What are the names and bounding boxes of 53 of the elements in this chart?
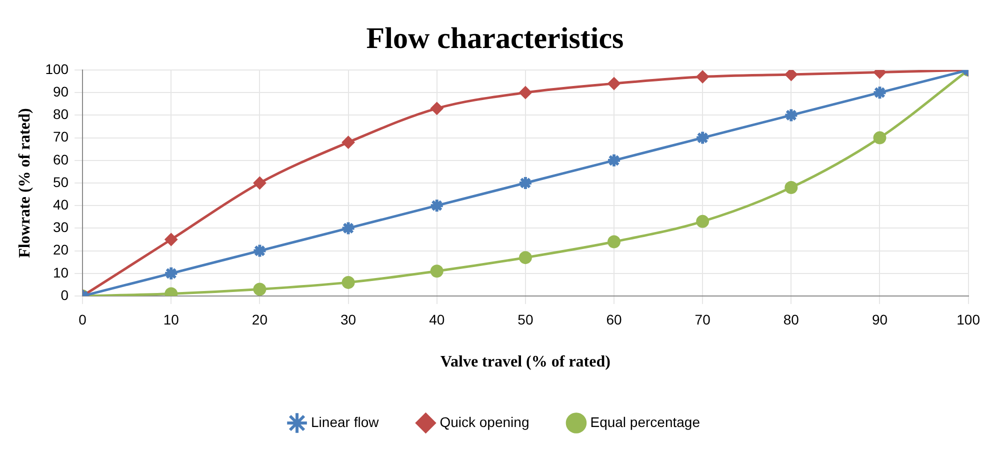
x-tick-label: 100 <box>956 311 980 328</box>
point <box>164 233 178 246</box>
x-tick-label: 80 <box>783 311 800 328</box>
point <box>518 86 532 100</box>
point <box>253 282 266 296</box>
x-axis-title: Valve travel (% of rated) <box>440 354 610 371</box>
point <box>784 70 798 82</box>
x-tick-label: 40 <box>429 311 445 328</box>
x-tick-label: 90 <box>872 311 888 328</box>
point <box>430 102 444 115</box>
y-tick-label: 40 <box>52 196 69 212</box>
point <box>696 214 710 228</box>
y-tick-label: 50 <box>52 174 69 190</box>
y-tick-label: 100 <box>45 60 69 77</box>
point <box>253 176 266 190</box>
point <box>252 243 268 258</box>
y-tick-label: 30 <box>52 219 69 236</box>
point <box>784 108 799 123</box>
y-tick-label: 60 <box>52 151 69 168</box>
point <box>340 220 356 236</box>
x-tick-label: 50 <box>518 311 534 328</box>
x-tick-label: 10 <box>163 311 180 328</box>
point <box>784 181 798 194</box>
point <box>164 266 179 281</box>
x-tick-label: 60 <box>606 311 622 328</box>
legend-label: Equal percentage <box>590 414 700 430</box>
point <box>872 85 888 100</box>
x-tick-label: 0 <box>78 311 87 328</box>
point <box>342 276 355 289</box>
y-tick-label: 20 <box>52 242 69 258</box>
y-tick-label: 80 <box>52 106 69 122</box>
point <box>430 264 444 278</box>
point <box>606 152 622 168</box>
y-tick-label: 10 <box>52 264 69 280</box>
x-tick-label: 70 <box>694 311 711 328</box>
legend-label: Linear flow <box>311 414 380 430</box>
point <box>873 131 886 144</box>
point <box>518 251 532 264</box>
point <box>695 130 710 146</box>
y-tick-label: 70 <box>52 128 69 145</box>
point <box>518 176 533 190</box>
y-tick-label: 0 <box>60 286 69 303</box>
point <box>429 198 444 214</box>
point <box>608 77 621 90</box>
legend-label: Quick opening <box>440 414 530 430</box>
y-axis-title: Flowrate (% of rated) <box>16 108 34 258</box>
point <box>608 235 621 248</box>
x-tick-label: 30 <box>340 311 356 328</box>
x-tick-label: 20 <box>252 311 268 328</box>
y-tick-label: 90 <box>52 83 69 100</box>
point <box>696 70 710 84</box>
point <box>342 136 355 149</box>
chart-title: Flow characteristics <box>366 22 624 55</box>
